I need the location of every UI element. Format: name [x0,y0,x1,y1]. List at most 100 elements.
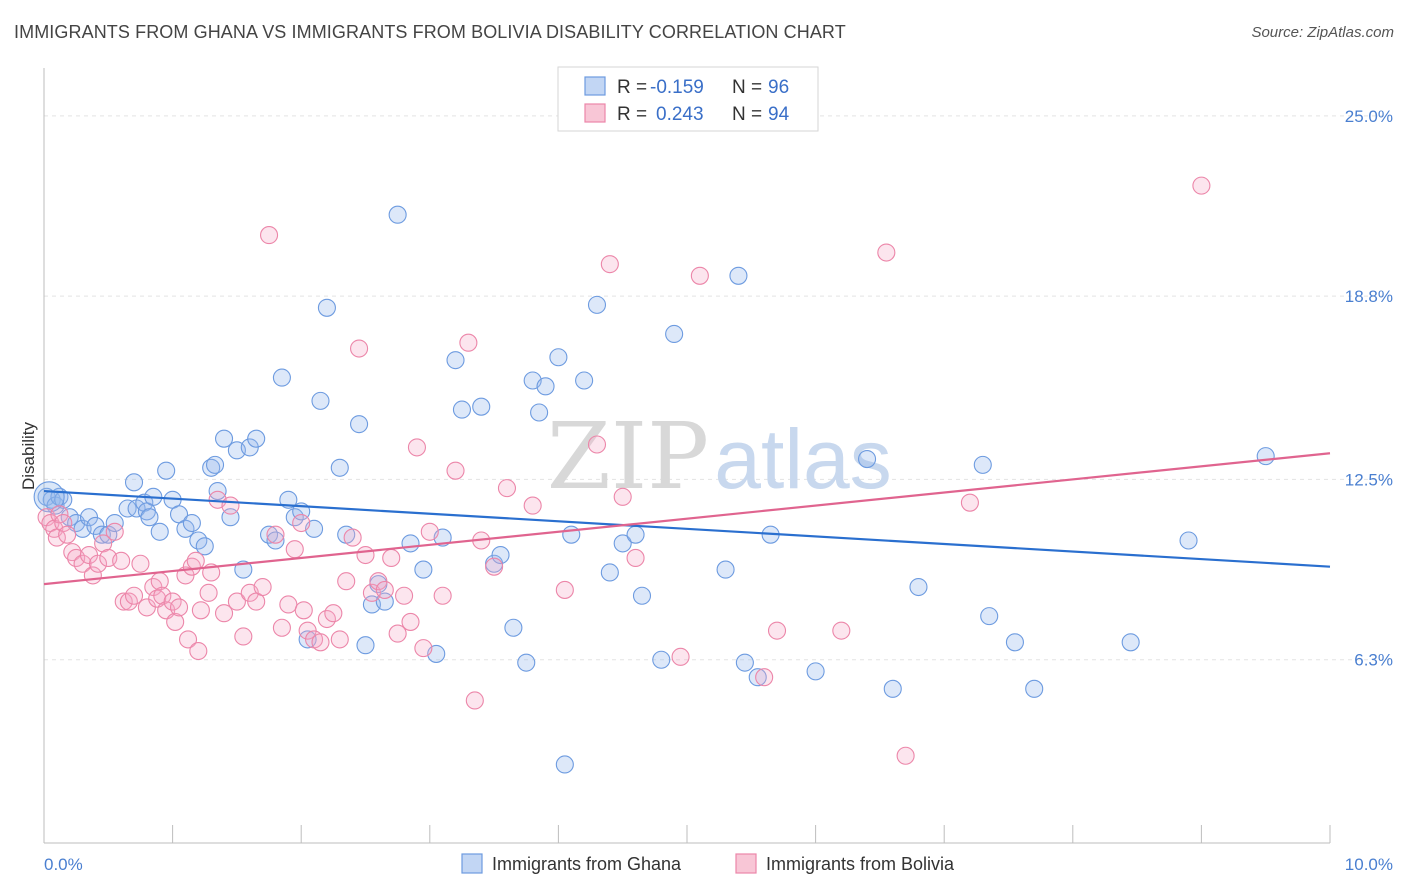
bottom-legend-swatch-ghana [461,853,483,874]
legend-r-label-ghana: R = [617,77,647,98]
ghana-point [195,537,214,556]
x-tick-labels: 0.0% 10.0% [44,855,1393,874]
bolivia-point [266,525,285,544]
bolivia-point [191,601,210,620]
bolivia-point [259,226,279,245]
ghana-point [587,295,607,314]
ghana-point [555,755,574,774]
ghana-point [504,618,523,637]
ghana-point [729,266,748,285]
ghana-point [317,298,336,317]
bolivia-point [690,266,709,285]
source-label: Source: ZipAtlas.com [1251,24,1394,41]
y-axis-label: Disability [19,421,38,490]
bolivia-point [94,534,113,553]
ghana-point [452,400,472,419]
legend: R = -0.159 N = 96 R = 0.243 N = 94 [557,66,819,132]
ghana-point [665,324,684,344]
ghana-point [600,563,619,582]
bolivia-point [388,624,407,643]
trend-line-bolivia [43,452,1331,586]
y-tick-label: 6.3% [1354,651,1393,670]
bolivia-point [626,548,645,567]
ghana-point [980,607,999,626]
bolivia-point [896,746,915,765]
ghana-point [806,662,825,681]
bolivia-point [485,557,504,576]
bolivia-point [186,551,205,570]
bolivia-point [587,435,607,454]
bolivia-point [131,554,150,573]
bottom-legend-label-bolivia: Immigrants from Bolivia [766,854,955,874]
bolivia-point [600,255,619,274]
bolivia-point [234,627,253,646]
ghana-point [530,403,549,422]
bolivia-point [294,601,313,620]
bolivia-point [877,243,896,262]
ghana-point [182,513,201,533]
bolivia-point [337,572,356,591]
legend-n-value-ghana: 96 [768,77,789,98]
ghana-point [909,577,928,597]
ghana-point [517,653,536,672]
ghana-point [279,490,298,509]
bolivia-point [279,595,298,614]
bolivia-point [114,592,133,611]
ghana-point [272,368,291,387]
bolivia-point [221,496,240,515]
ghana-point [491,545,510,565]
bolivia-point [124,586,144,605]
bolivia-point [414,639,433,658]
bolivia-point [214,604,234,623]
bolivia-point [671,647,690,666]
bolivia-point [832,621,851,640]
ghana-point [205,455,225,474]
bolivia-point [420,522,439,541]
bottom-legend-swatch-bolivia [735,853,757,874]
ghana-point [401,534,420,553]
bolivia-point [523,496,542,515]
bolivia-point [285,540,304,559]
ghana-point [735,653,754,672]
bolivia-point [178,630,198,649]
bolivia-point [613,487,632,506]
watermark-atlas: atlas [714,412,891,506]
watermark: ZIP atlas [547,403,892,510]
ghana-point [124,473,144,492]
y-tick-label: 12.5% [1345,470,1393,489]
bolivia-point [105,522,124,541]
bolivia-point [755,668,774,687]
ghana-point [652,650,671,669]
bolivia-point [311,633,330,652]
ghana-point [1025,679,1044,698]
ghana-point [562,525,581,544]
ghana-point [575,371,594,390]
legend-swatch-ghana [584,76,606,96]
y-tick-label: 18.8% [1345,287,1393,306]
bolivia-point [497,479,517,498]
bolivia-points [37,176,1211,765]
ghana-point [613,534,632,553]
ghana-point [1121,633,1140,652]
bolivia-point [119,592,138,611]
ghana-point [472,397,491,416]
bolivia-point [555,580,574,599]
bolivia-point [50,505,69,524]
x-tick-label: 10.0% [1345,855,1393,874]
bolivia-point [272,618,291,637]
ghana-point [356,636,375,655]
bolivia-point [88,554,108,573]
bolivia-point [446,461,465,480]
legend-n-label-bolivia: N = [732,104,762,125]
bolivia-point [350,339,369,358]
ghana-point [330,458,349,477]
trend-line-ghana [43,489,1331,568]
bolivia-point [465,691,484,710]
bolivia-point [375,580,394,599]
ghana-point [247,429,266,448]
bolivia-point [153,586,172,605]
bolivia-point [292,513,311,533]
ghana-point [1179,531,1198,550]
ghana-point [446,351,465,370]
bolivia-point [58,525,77,544]
